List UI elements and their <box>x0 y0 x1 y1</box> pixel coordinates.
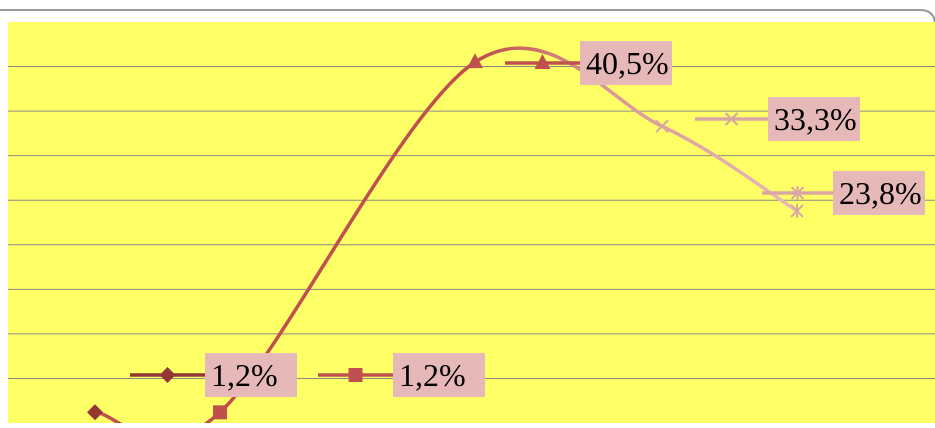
data-label-box <box>768 97 860 141</box>
data-label: 1,2% <box>211 357 278 393</box>
data-point-marker <box>655 119 669 133</box>
data-label-key <box>762 186 833 200</box>
data-label-box <box>833 171 925 215</box>
data-label-key-marker <box>534 54 551 69</box>
data-label: 1,2% <box>399 357 466 393</box>
data-label-key-marker <box>724 112 739 126</box>
data-point-marker <box>213 405 227 420</box>
data-label: 40,5% <box>586 45 669 81</box>
data-label: 33,3% <box>774 101 857 137</box>
data-label-key <box>505 54 580 69</box>
data-label-box <box>393 353 485 397</box>
data-label-key <box>695 112 768 126</box>
series-path <box>93 46 799 428</box>
data-label-key-marker <box>159 367 176 383</box>
data-point-marker <box>790 203 804 218</box>
data-labels: 1,2% 1,2% 40,5% 33,3% 23,8% <box>130 41 925 397</box>
data-label-box <box>205 353 297 397</box>
data-label-key <box>130 367 205 383</box>
data-label-key-marker <box>348 368 363 382</box>
data-label-key <box>318 368 393 382</box>
series-line <box>87 46 804 428</box>
data-label-key-marker <box>790 186 805 200</box>
data-label: 23,8% <box>839 175 922 211</box>
data-point-marker <box>87 404 103 421</box>
data-point-marker <box>467 53 483 69</box>
data-label-box <box>580 41 672 85</box>
